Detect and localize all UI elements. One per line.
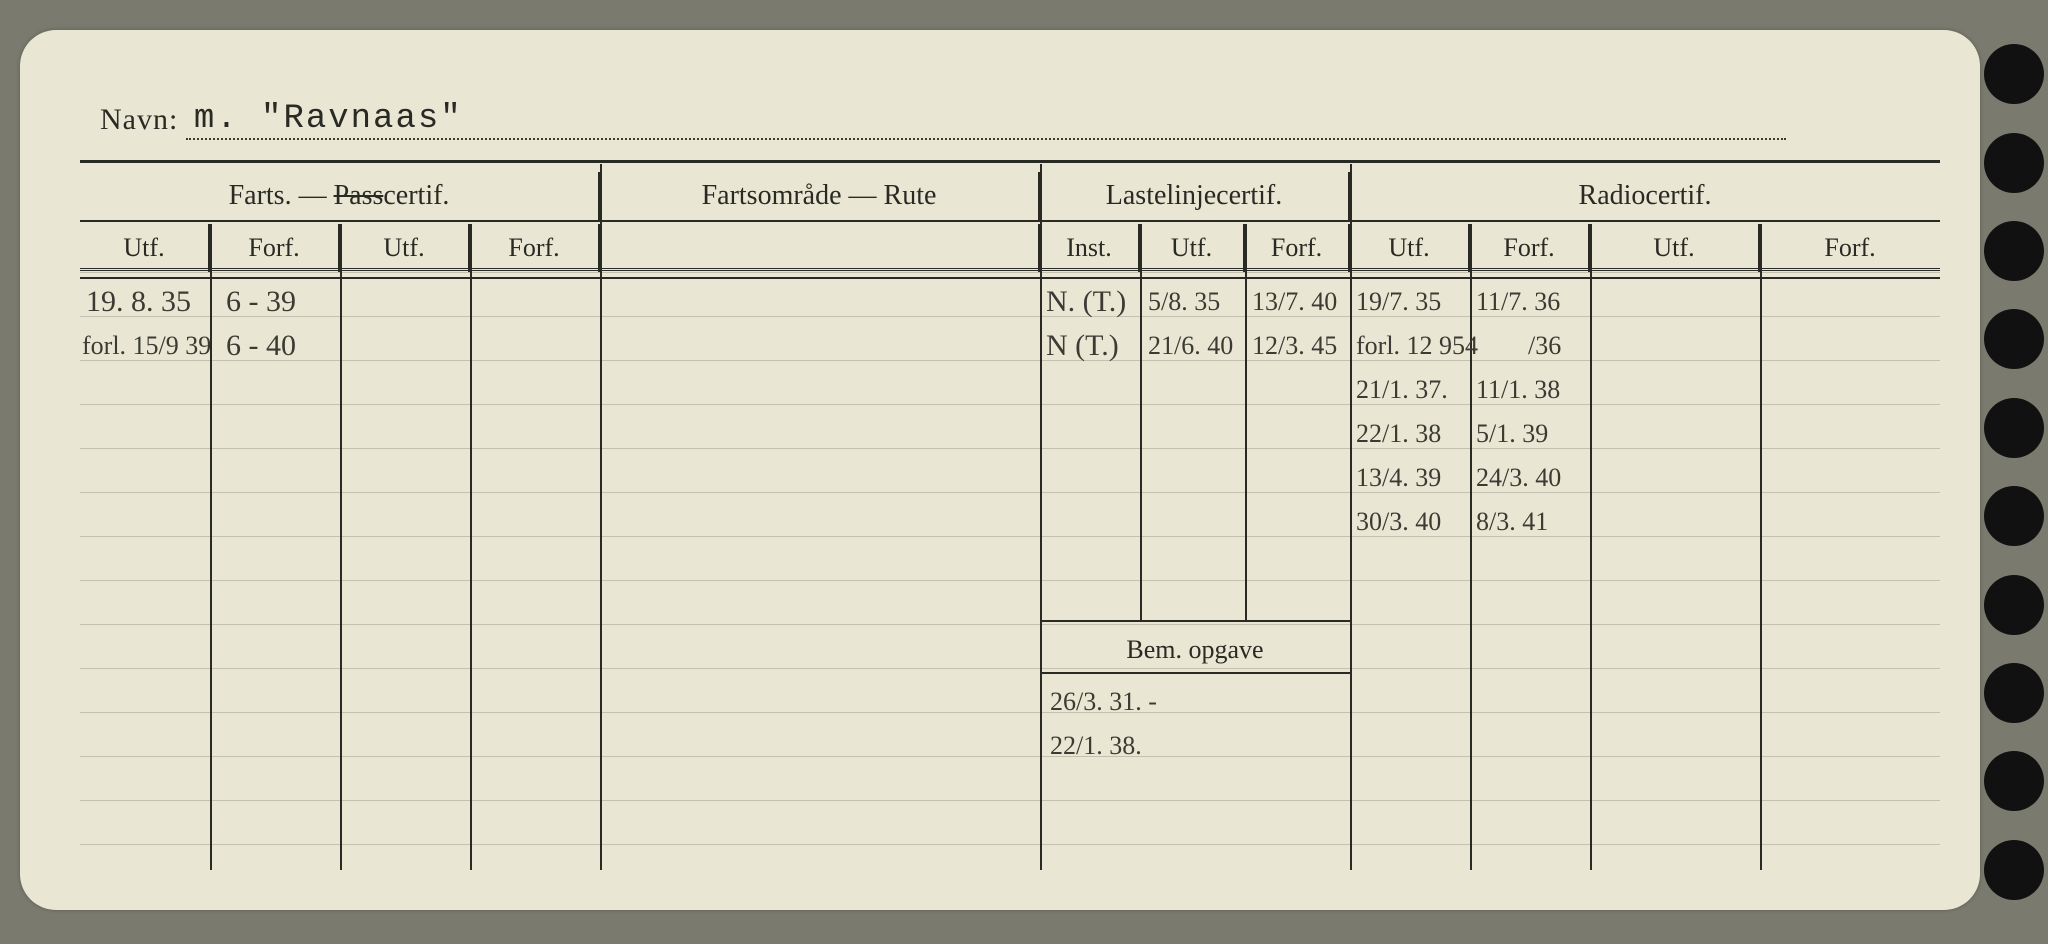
sub-radio-forf: Forf. <box>1470 224 1590 272</box>
punch-hole <box>1984 840 2044 900</box>
farts-forf-1: 6 - 40 <box>226 324 296 368</box>
punch-hole <box>1984 133 2044 193</box>
bem-1: 22/1. 38. <box>1050 724 1142 768</box>
vline <box>1040 164 1042 870</box>
laste-forf-1: 12/3. 45 <box>1252 324 1337 368</box>
laste-utf-0: 5/8. 35 <box>1148 280 1220 324</box>
section-header-row: Farts. — Passcertif. Fartsområde — Rute … <box>80 172 1940 220</box>
rule-top <box>80 160 1940 163</box>
radio-forf-1: /36 <box>1528 324 1561 368</box>
radio-forf-4: 24/3. 40 <box>1476 456 1561 500</box>
vline <box>1245 224 1247 620</box>
header-radio: Radiocertif. <box>1350 172 1940 220</box>
punch-hole <box>1984 44 2044 104</box>
laste-bottom-rule <box>1040 620 1350 622</box>
sub-farts-utf: Utf. <box>80 224 210 272</box>
punch-holes <box>1974 0 2048 944</box>
sub-radio-utf2: Utf. <box>1590 224 1760 272</box>
punch-hole <box>1984 663 2044 723</box>
punch-hole <box>1984 309 2044 369</box>
vline <box>210 224 212 870</box>
vline <box>1470 224 1472 870</box>
punch-hole <box>1984 575 2044 635</box>
header-rute: Fartsområde — Rute <box>600 172 1040 220</box>
vline <box>1350 164 1352 870</box>
vline <box>600 164 602 870</box>
punch-hole <box>1984 751 2044 811</box>
radio-utf-0: 19/7. 35 <box>1356 280 1441 324</box>
radio-forf-0: 11/7. 36 <box>1476 280 1560 324</box>
navn-value: m. "Ravnaas" <box>186 100 471 138</box>
sub-farts-forf: Forf. <box>210 224 340 272</box>
laste-utf-1: 21/6. 40 <box>1148 324 1233 368</box>
sub-laste-forf: Forf. <box>1245 224 1350 272</box>
vline <box>1760 224 1762 870</box>
rule-sub <box>80 220 1940 222</box>
bem-header-rule <box>1040 672 1350 674</box>
radio-utf-2: 21/1. 37. <box>1356 368 1448 412</box>
radio-utf-4: 13/4. 39 <box>1356 456 1441 500</box>
header-farts-strike: Pass <box>334 180 384 211</box>
sub-rute-blank <box>600 224 1040 272</box>
vline <box>470 224 472 870</box>
laste-inst-0: N. (T.) <box>1046 280 1126 324</box>
punch-hole <box>1984 221 2044 281</box>
bem-header: Bem. opgave <box>1040 628 1350 672</box>
radio-forf-5: 8/3. 41 <box>1476 500 1548 544</box>
bem-0: 26/3. 31. - <box>1050 680 1157 724</box>
vline <box>1590 224 1592 870</box>
navn-row: Navn: m. "Ravnaas" <box>100 102 1786 142</box>
index-card: Navn: m. "Ravnaas" Farts. — Passcertif. … <box>20 30 1980 910</box>
radio-utf-1: forl. 12 954 <box>1356 324 1478 368</box>
radio-forf-2: 11/1. 38 <box>1476 368 1560 412</box>
radio-utf-3: 22/1. 38 <box>1356 412 1441 456</box>
farts-forf-0: 6 - 39 <box>226 280 296 324</box>
sub-radio-utf: Utf. <box>1350 224 1470 272</box>
farts-utf-1: forl. 15/9 39 <box>82 324 211 368</box>
punch-hole <box>1984 398 2044 458</box>
ruled-lines <box>80 272 1940 870</box>
vline <box>340 224 342 870</box>
radio-utf-5: 30/3. 40 <box>1356 500 1441 544</box>
header-farts-pre: Farts. — <box>229 180 334 211</box>
punch-hole <box>1984 486 2044 546</box>
header-farts-post: certif. <box>383 180 449 211</box>
navn-label: Navn: <box>100 103 178 136</box>
rule-double <box>80 268 1940 279</box>
header-farts: Farts. — Passcertif. <box>80 172 600 220</box>
header-laste: Lastelinjecertif. <box>1040 172 1350 220</box>
laste-inst-1: N (T.) <box>1046 324 1119 368</box>
sub-radio-forf2: Forf. <box>1760 224 1940 272</box>
radio-forf-3: 5/1. 39 <box>1476 412 1548 456</box>
vline <box>1140 224 1142 620</box>
subheader-row: Utf. Forf. Utf. Forf. Inst. Utf. Forf. U… <box>80 224 1940 272</box>
sub-laste-utf: Utf. <box>1140 224 1245 272</box>
laste-forf-0: 13/7. 40 <box>1252 280 1337 324</box>
sub-farts-forf2: Forf. <box>470 224 600 272</box>
sub-laste-inst: Inst. <box>1040 224 1140 272</box>
sub-farts-utf2: Utf. <box>340 224 470 272</box>
farts-utf-0: 19. 8. 35 <box>86 280 191 324</box>
